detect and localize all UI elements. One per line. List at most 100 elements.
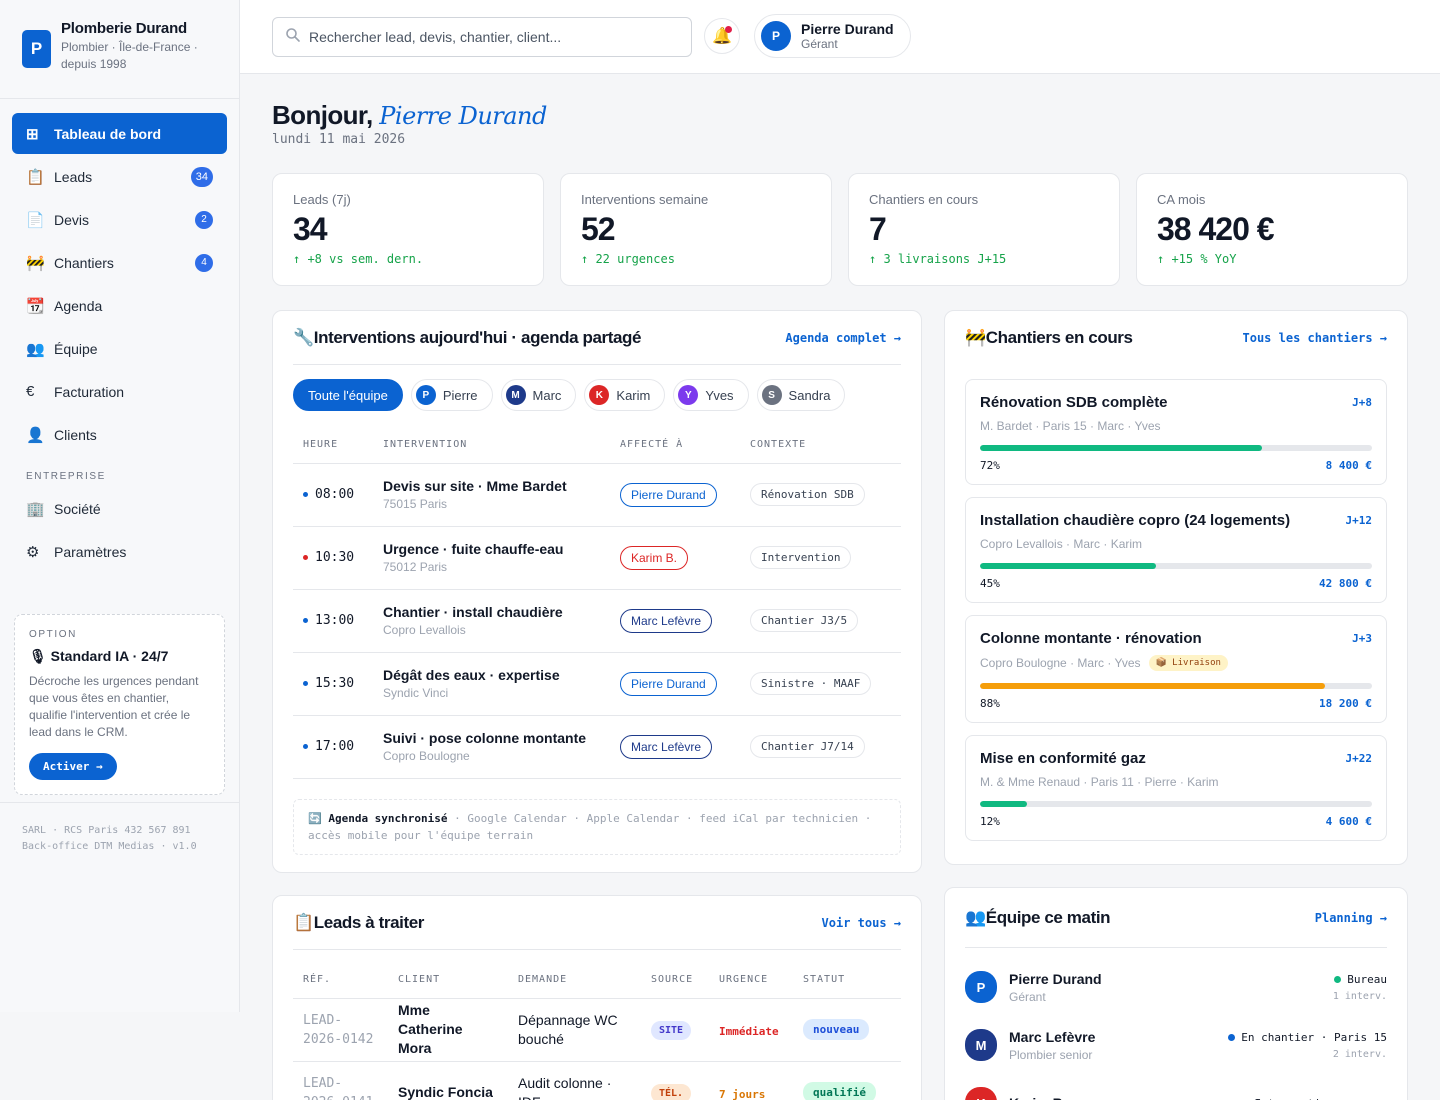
assignee-badge[interactable]: Pierre Durand xyxy=(620,671,717,696)
avatar: K xyxy=(589,385,610,405)
status-badge[interactable]: nouveau xyxy=(803,1019,870,1040)
filter-chip[interactable]: P Pierre xyxy=(410,379,493,411)
assignee-badge[interactable]: Marc Lefèvre xyxy=(620,608,713,633)
nav-item-7[interactable]: 👤 Clients xyxy=(12,414,227,455)
context-tag: Chantier J3/5 xyxy=(750,609,859,632)
team-card: 👥Équipe ce matin Planning → P Pierre Dura… xyxy=(944,887,1408,1100)
client-name: Mme Catherine Mora xyxy=(398,1002,463,1056)
see-all-leads-link[interactable]: Voir tous → xyxy=(821,915,901,930)
nav-item-label: Société xyxy=(54,500,101,517)
status-dot xyxy=(1334,975,1342,983)
nav-item-section-1[interactable]: ⚙ Paramètres xyxy=(12,531,227,572)
project-card[interactable]: Mise en conformité gaz J+22 M. & Mme Renau… xyxy=(965,735,1387,841)
assignee-badge[interactable]: Pierre Durand xyxy=(620,482,717,507)
request-cell: Audit colonne · IDF xyxy=(508,1061,641,1100)
intervention-location: Copro Levallois xyxy=(383,623,466,637)
nav-item-section-0[interactable]: 🏢 Société xyxy=(12,488,227,529)
nav-item-4[interactable]: 📆 Agenda xyxy=(12,285,227,326)
nav-item-0[interactable]: ⊞ Tableau de bord xyxy=(12,113,227,154)
kpi-card: CA mois 38 420 € ↑ +15 % YoY xyxy=(1136,173,1408,286)
table-row[interactable]: 17:00 Suivi · pose colonne montante Copro … xyxy=(293,715,901,779)
projects-card: 🚧Chantiers en cours Tous les chantiers →… xyxy=(944,310,1408,865)
delivery-pill: 📦 Livraison xyxy=(1148,655,1228,671)
option-card: OPTION 🎙 Standard IA · 24/7 Décroche les… xyxy=(14,614,225,795)
search-box[interactable] xyxy=(272,17,692,57)
card-title-text: Équipe ce matin xyxy=(985,907,1111,927)
nav-item-3[interactable]: 🚧 Chantiers 4 xyxy=(12,242,227,283)
ref-cell: LEAD-2026-0141 xyxy=(293,1061,388,1100)
intervention-count: 1 interv. xyxy=(1332,990,1387,1002)
leads-table: RÉF. CLIENT DEMANDE SOURCE URGENCE STATUT LEA… xyxy=(293,962,901,1100)
nav-item-5[interactable]: 👥 Équipe xyxy=(12,328,227,369)
assignee-badge[interactable]: Marc Lefèvre xyxy=(620,734,713,759)
column-header[interactable]: CONTEXTE xyxy=(740,427,901,464)
option-description: Décroche les urgences pendant que vous ê… xyxy=(29,674,199,739)
nav-item-2[interactable]: 📄 Devis 2 xyxy=(12,199,227,240)
team-member[interactable]: K Karim B. Intervention urgence xyxy=(965,1074,1387,1100)
column-header[interactable]: URGENCE xyxy=(709,962,793,999)
column-header[interactable]: RÉF. xyxy=(293,962,388,999)
project-amount: 4 600 € xyxy=(1325,815,1372,828)
brand-logo[interactable]: P xyxy=(22,30,51,68)
team-member-role: Gérant xyxy=(1009,989,1046,1004)
column-header[interactable]: SOURCE xyxy=(641,962,709,999)
interventions-card: 🔧Interventions aujourd'hui · agenda part… xyxy=(272,310,922,873)
planning-link[interactable]: Planning → xyxy=(1314,910,1387,925)
table-row[interactable]: 13:00 Chantier · install chaudière Copro L… xyxy=(293,589,901,653)
nav-badge: 4 xyxy=(195,253,213,272)
column-header[interactable]: AFFECTÉ À xyxy=(610,427,740,464)
kpi-label: Interventions semaine xyxy=(581,192,709,207)
table-row[interactable]: LEAD-2026-0141 Syndic Foncia Audit colonne… xyxy=(293,1061,901,1100)
team-member[interactable]: M Marc Lefèvre Plombier senior En chantier … xyxy=(965,1016,1387,1074)
filter-chip[interactable]: M Marc xyxy=(500,379,577,411)
intervention-title: Dégât des eaux · expertise xyxy=(383,667,560,683)
nav-item-label: Facturation xyxy=(54,383,125,400)
project-card[interactable]: Rénovation SDB complète J+8 M. Bardet · Pa… xyxy=(965,379,1387,485)
notifications-button[interactable]: 🔔 xyxy=(704,18,740,54)
team-member-info: Karim B. xyxy=(1009,1095,1067,1100)
table-row[interactable]: 10:30 Urgence · fuite chauffe-eau 75012 Pa… xyxy=(293,526,901,590)
kpi-label: Chantiers en cours xyxy=(869,192,979,207)
table-row[interactable]: 15:30 Dégât des eaux · expertise Syndic Vi… xyxy=(293,652,901,716)
footer-line: Back-office DTM Medias · v1.0 xyxy=(22,841,197,852)
progress-bar xyxy=(980,445,1372,451)
nav-item-6[interactable]: € Facturation xyxy=(12,371,227,412)
filter-chip[interactable]: Toute l'équipe xyxy=(293,379,403,411)
table-row[interactable]: LEAD-2026-0142 Mme Catherine Mora Dépannag… xyxy=(293,998,901,1062)
context-tag: Chantier J7/14 xyxy=(750,735,865,758)
assignee-badge[interactable]: Karim B. xyxy=(620,545,689,570)
full-agenda-link[interactable]: Agenda complet → xyxy=(785,330,901,345)
filter-chip-label: Karim xyxy=(616,387,651,403)
main-nav: ⊞ Tableau de bord 📋 Leads 34 📄 Devis 2 🚧 Chantier… xyxy=(0,99,239,572)
team-member-name: Marc Lefèvre xyxy=(1009,1028,1096,1045)
time: 17:00 xyxy=(303,739,363,754)
table-row[interactable]: 08:00 Devis sur site · Mme Bardet 75015 Pa… xyxy=(293,463,901,527)
project-header: Installation chaudière copro (24 logemen… xyxy=(980,512,1372,529)
filter-chip[interactable]: K Karim xyxy=(584,379,666,411)
project-card[interactable]: Installation chaudière copro (24 logemen… xyxy=(965,497,1387,603)
all-projects-link[interactable]: Tous les chantiers → xyxy=(1242,331,1388,345)
client-cell: Mme Catherine Mora xyxy=(388,998,508,1062)
nav-item-label: Tableau de bord xyxy=(54,125,162,142)
nav-item-1[interactable]: 📋 Leads 34 xyxy=(12,156,227,197)
filter-chip[interactable]: S Sandra xyxy=(756,379,846,411)
intervention-location: 75015 Paris xyxy=(383,497,448,511)
card-title-text: Chantiers en cours xyxy=(985,328,1133,347)
column-header[interactable]: STATUT xyxy=(793,962,901,999)
intervention-title: Chantier · install chaudière xyxy=(383,604,563,620)
euro-icon: € xyxy=(26,383,35,400)
search-input[interactable] xyxy=(309,29,679,45)
status-badge[interactable]: qualifié xyxy=(803,1082,876,1100)
option-title: 🎙 Standard IA · 24/7 xyxy=(29,648,210,665)
column-header[interactable]: HEURE xyxy=(293,427,373,464)
column-header[interactable]: DEMANDE xyxy=(508,962,641,999)
column-header[interactable]: CLIENT xyxy=(388,962,508,999)
urgency-cell: 7 jours xyxy=(709,1061,793,1100)
column-header[interactable]: INTERVENTION xyxy=(373,427,610,464)
kpi-value: 34 xyxy=(293,211,328,247)
project-card[interactable]: Colonne montante · rénovation J+3 Copro Bo… xyxy=(965,615,1387,723)
filter-chip[interactable]: Y Yves xyxy=(673,379,749,411)
activate-button[interactable]: Activer → xyxy=(29,753,117,780)
user-menu[interactable]: P Pierre Durand Gérant xyxy=(754,14,911,58)
team-member[interactable]: P Pierre Durand Gérant Bureau 1 interv. xyxy=(965,958,1387,1016)
